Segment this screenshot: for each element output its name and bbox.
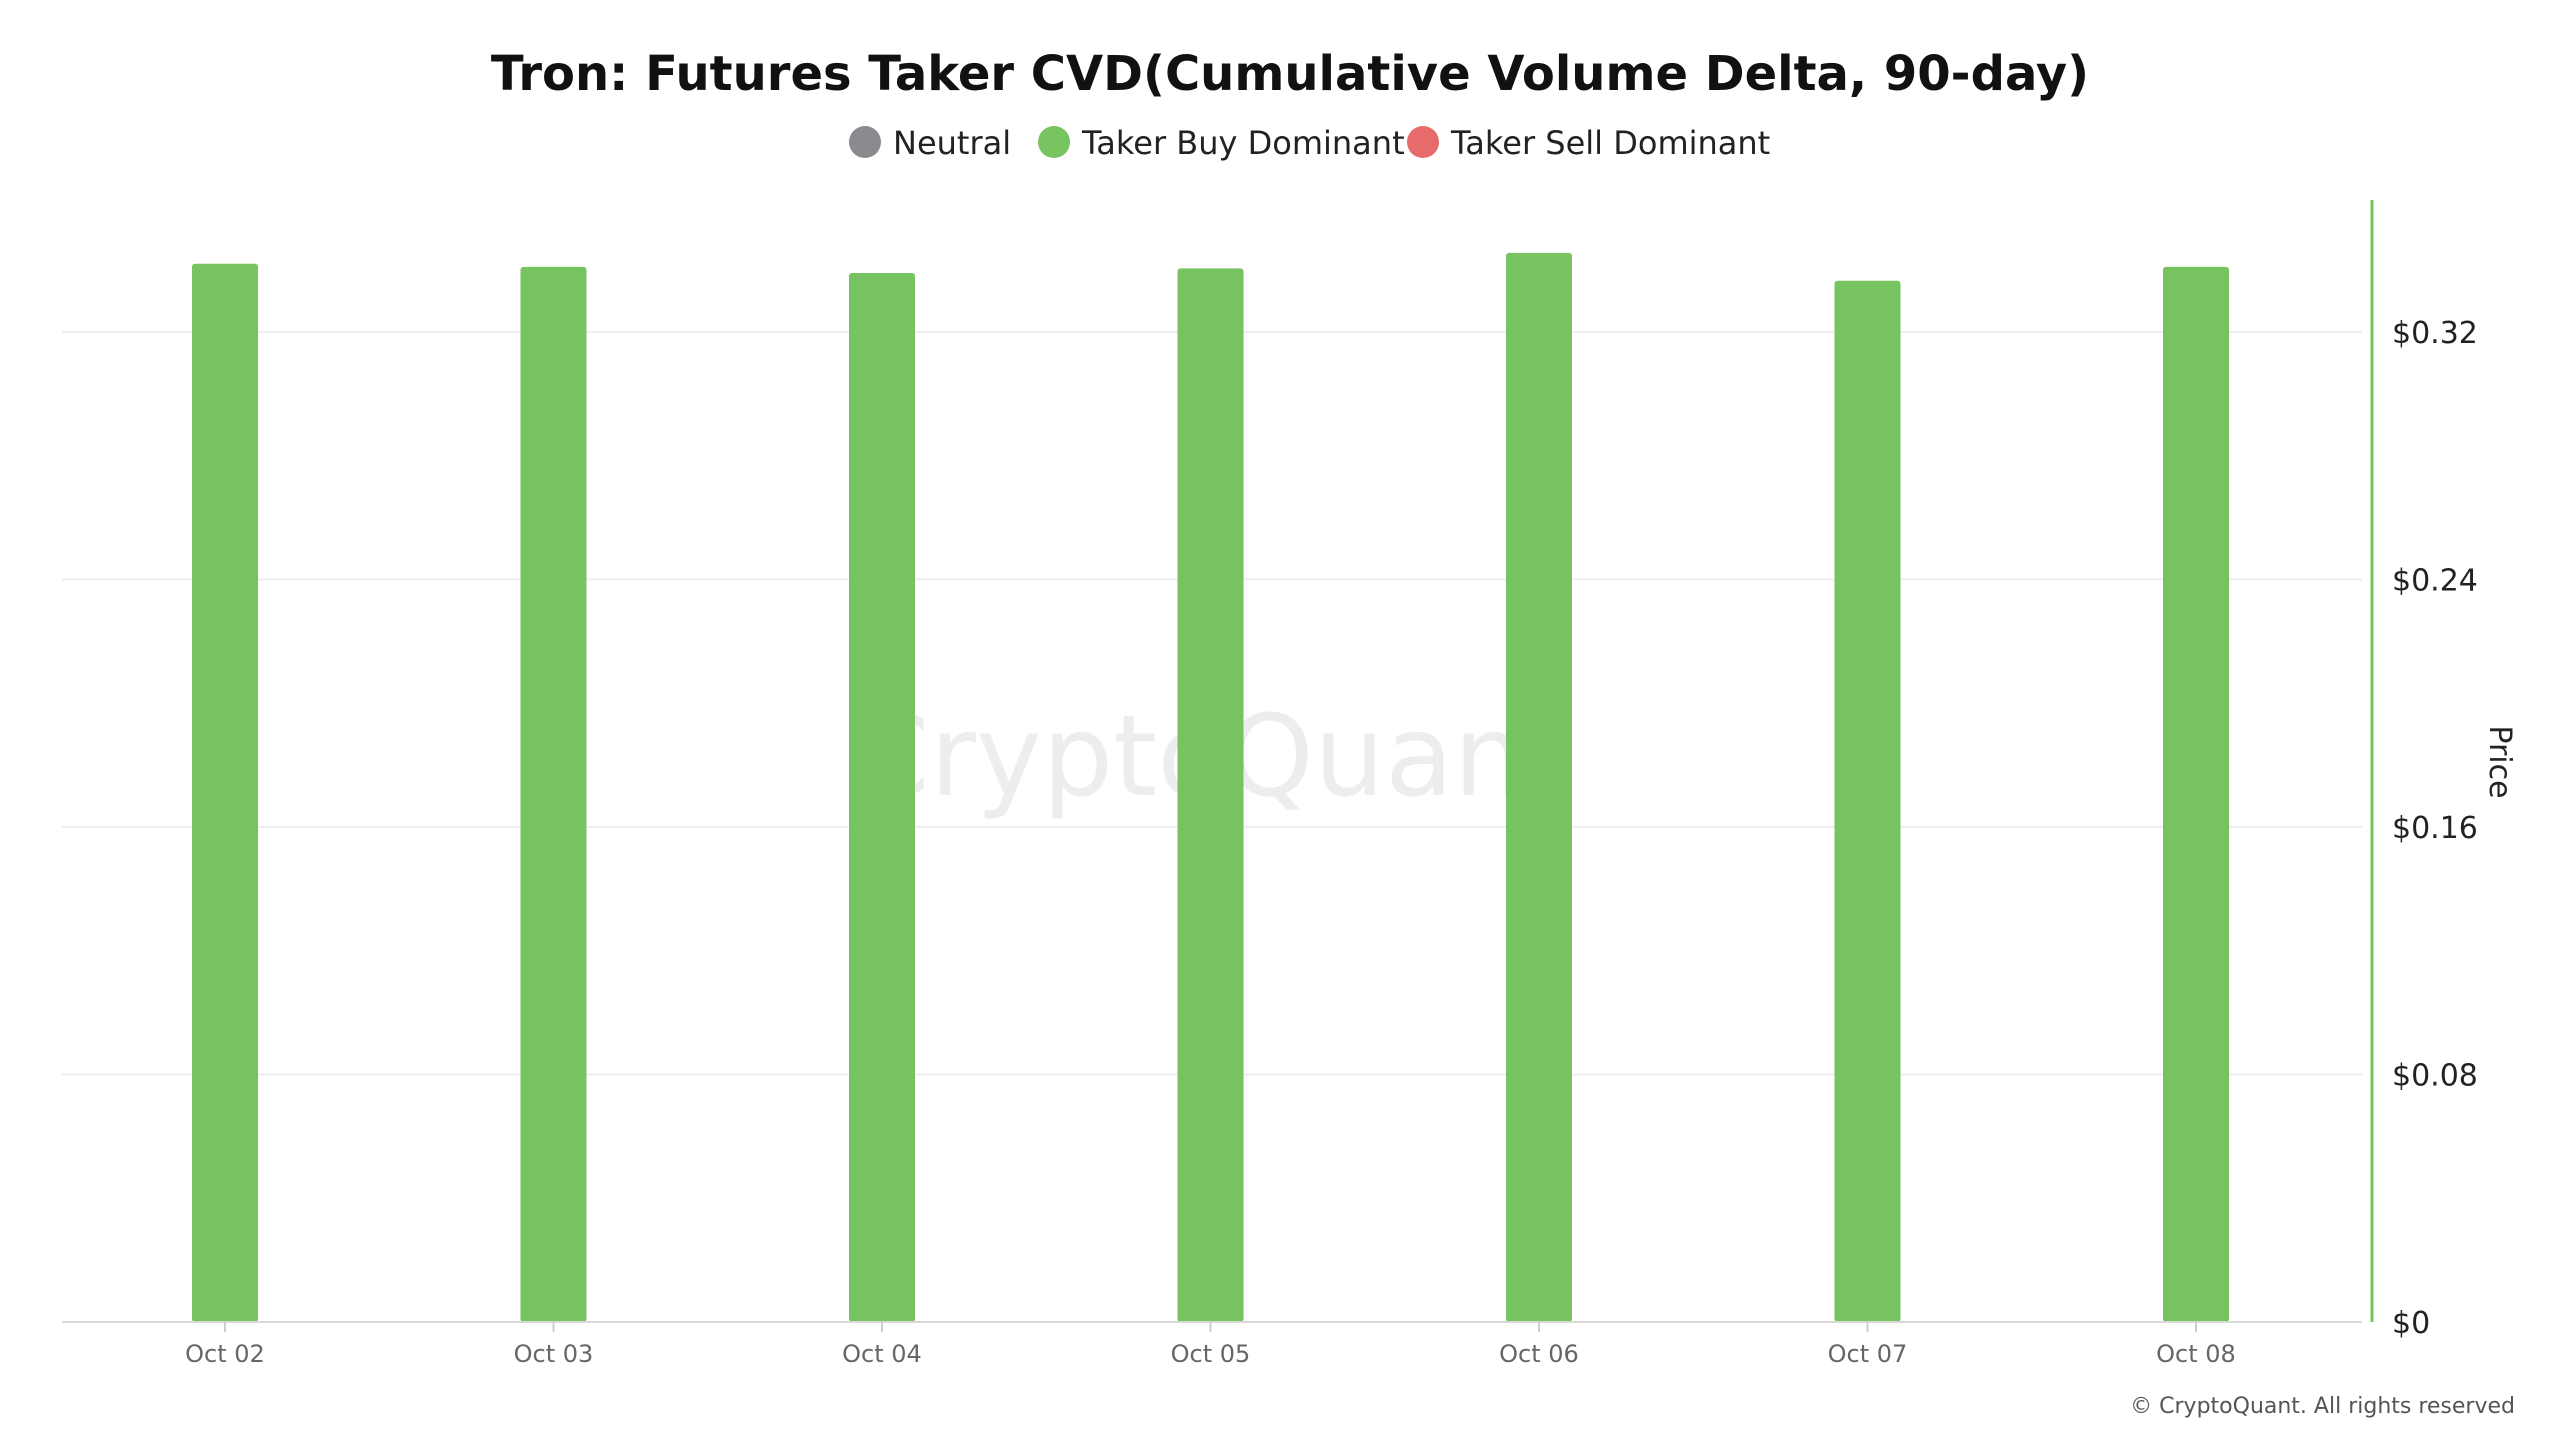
y-axis-label: Price [2482,725,2517,798]
legend-marker-taker-sell-dominant[interactable] [1407,126,1439,158]
x-tick-label: Oct 04 [842,1340,922,1368]
y-axis-ticks: $0 $0.08 $0.16 $0.24 $0.32 [2392,316,2478,1341]
legend: Neutral Taker Buy Dominant Taker Sell Domi… [849,124,1770,162]
x-tick-label: Oct 02 [185,1340,265,1368]
legend-label-taker-sell-dominant[interactable]: Taker Sell Dominant [1450,124,1770,162]
y-tick-label: $0.08 [2392,1058,2478,1093]
bar-oct-03[interactable] [520,266,587,1322]
x-tick-label: Oct 08 [2156,1340,2236,1368]
bar-oct-06[interactable] [1506,252,1572,1323]
bar-oct-07[interactable] [1834,280,1901,1322]
bar-oct-04[interactable] [849,273,915,1323]
legend-marker-neutral[interactable] [849,126,881,158]
x-tick-label: Oct 05 [1171,1340,1251,1368]
legend-label-taker-buy-dominant[interactable]: Taker Buy Dominant [1081,124,1405,162]
bars [192,252,2229,1323]
x-tick-label: Oct 07 [1828,1340,1908,1368]
bar-oct-02[interactable] [192,263,258,1323]
bar-oct-08[interactable] [2163,266,2229,1322]
legend-marker-taker-buy-dominant[interactable] [1038,126,1070,158]
legend-label-neutral[interactable]: Neutral [893,124,1011,162]
x-axis-ticks: Oct 02 Oct 03 Oct 04 Oct 05 Oct 06 Oct 07 Oct … [185,1322,2236,1368]
x-tick-label: Oct 06 [1499,1340,1579,1368]
y-tick-label: $0.24 [2392,563,2478,598]
chart-title: Tron: Futures Taker CVD(Cumulative Volum… [491,46,2089,102]
axes [62,200,2374,1323]
y-tick-label: $0.32 [2392,316,2478,351]
bar-oct-05[interactable] [1177,268,1244,1322]
x-tick-label: Oct 03 [514,1340,594,1368]
copyright-notice: © CryptoQuant. All rights reserved [2130,1394,2515,1419]
y-tick-label: $0 [2392,1306,2430,1341]
y-tick-label: $0.16 [2392,811,2478,846]
